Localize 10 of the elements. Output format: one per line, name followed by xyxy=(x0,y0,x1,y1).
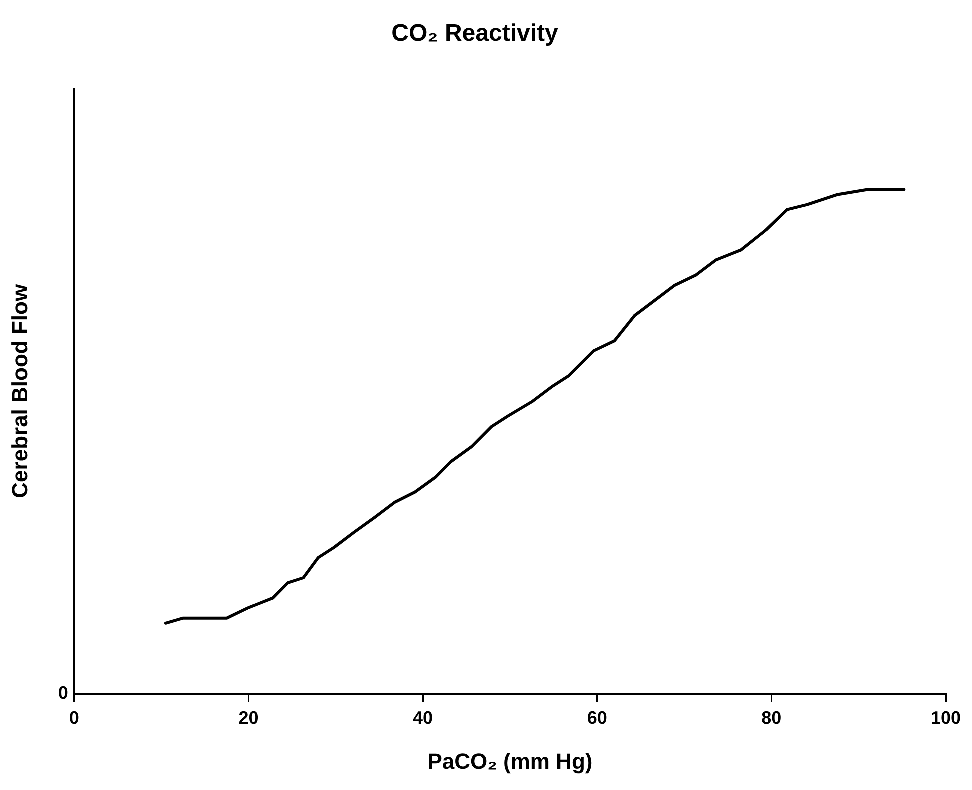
y-axis-title: Cerebral Blood Flow xyxy=(7,284,32,498)
x-tick-label: 0 xyxy=(69,708,80,728)
x-tick-label: 60 xyxy=(587,708,608,728)
x-tick-label: 40 xyxy=(413,708,434,728)
x-axis-title: PaCO₂ (mm Hg) xyxy=(428,748,593,774)
chart-title: CO₂ Reactivity xyxy=(392,20,560,48)
x-tick-label: 80 xyxy=(762,708,782,728)
x-tick-label: 20 xyxy=(238,708,259,728)
text: 0 xyxy=(58,682,68,703)
x-tick-label: 100 xyxy=(930,708,962,728)
